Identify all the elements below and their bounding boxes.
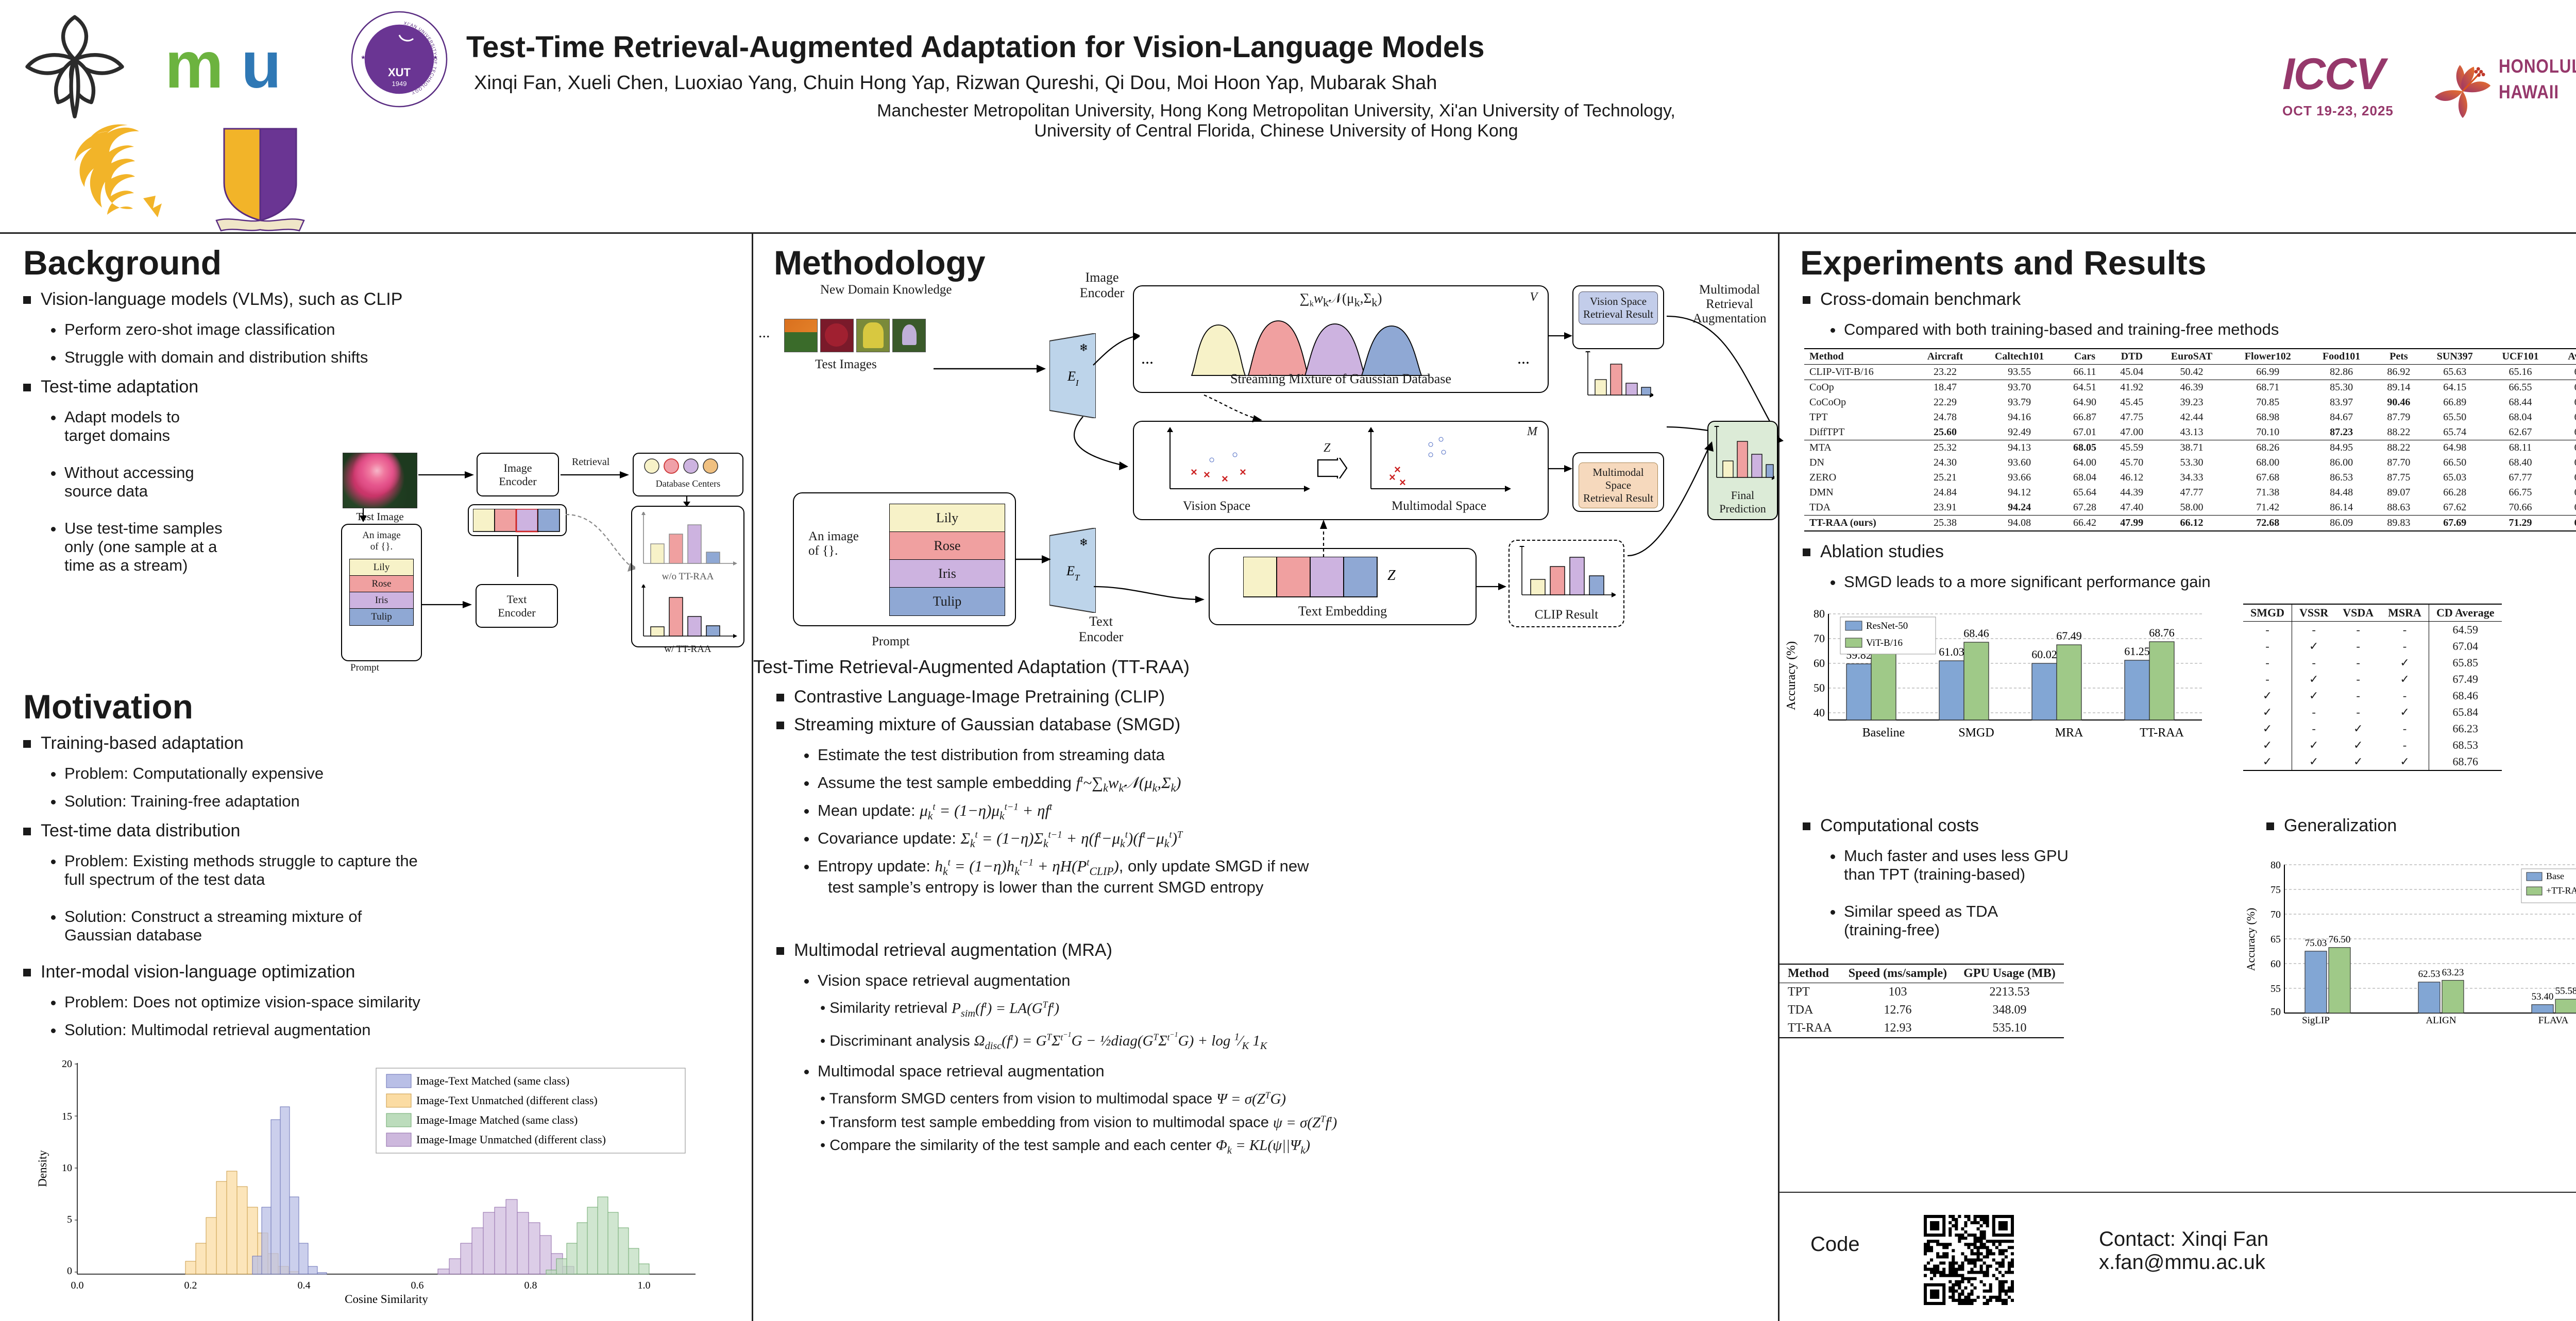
svg-text:61.03: 61.03 [1939, 645, 1964, 658]
svg-text:ViT-B/16: ViT-B/16 [1866, 638, 1903, 648]
svg-text:Image-Image Matched (same clas: Image-Image Matched (same class) [416, 1113, 578, 1126]
svg-text:○: ○ [1209, 454, 1215, 466]
svg-text:ALIGN: ALIGN [2426, 1015, 2456, 1026]
svg-text:50: 50 [2270, 1006, 2281, 1018]
svg-text:×: × [1191, 466, 1197, 478]
svg-text:SigLIP: SigLIP [2302, 1015, 2330, 1026]
svg-text:68.76: 68.76 [2149, 626, 2175, 639]
svg-text:0.8: 0.8 [524, 1280, 537, 1291]
svg-text:Image-Text Unmatched (differen: Image-Text Unmatched (different class) [416, 1094, 598, 1107]
svg-text:○: ○ [1232, 449, 1238, 460]
svg-text:20: 20 [62, 1058, 72, 1070]
svg-text:70: 70 [1814, 632, 1825, 645]
svg-text:MRA: MRA [2055, 726, 2083, 740]
svg-text:×: × [1240, 466, 1246, 478]
svg-text:40: 40 [1814, 706, 1825, 719]
svg-text:...: ... [1517, 349, 1530, 367]
svg-text:75: 75 [2270, 884, 2281, 896]
svg-text:○: ○ [1428, 449, 1434, 460]
svg-text:62.53: 62.53 [2418, 969, 2441, 980]
svg-text:50: 50 [1814, 681, 1825, 694]
svg-text:×: × [1204, 468, 1210, 481]
svg-text:×: × [1394, 463, 1401, 476]
svg-text:55: 55 [2270, 983, 2281, 994]
svg-text:FLAVA: FLAVA [2538, 1015, 2569, 1026]
svg-text:68.46: 68.46 [1963, 627, 1989, 640]
svg-text:Cosine Similarity: Cosine Similarity [345, 1293, 428, 1305]
svg-text:65: 65 [2270, 934, 2281, 945]
svg-text:Density: Density [36, 1150, 49, 1187]
svg-text:76.50: 76.50 [2329, 934, 2351, 945]
svg-text:15: 15 [62, 1111, 72, 1122]
svg-text:+TT-RAA: +TT-RAA [2546, 885, 2576, 896]
svg-text:Image-Text Matched (same class: Image-Text Matched (same class) [416, 1074, 569, 1087]
svg-text:m: m [165, 30, 224, 102]
svg-text:53.40: 53.40 [2532, 991, 2554, 1002]
svg-text:SMGD: SMGD [1958, 726, 1994, 740]
svg-text:Accuracy (%): Accuracy (%) [2244, 908, 2257, 971]
svg-text:1949: 1949 [392, 80, 407, 88]
svg-text:Image-Image Unmatched (differe: Image-Image Unmatched (different class) [416, 1133, 606, 1146]
svg-text:○: ○ [1428, 439, 1434, 450]
svg-text:0.6: 0.6 [411, 1280, 424, 1291]
svg-text:×: × [1222, 472, 1228, 485]
svg-text:60: 60 [2270, 958, 2281, 970]
svg-text:❄: ❄ [1079, 537, 1088, 548]
svg-text:Accuracy (%): Accuracy (%) [1785, 641, 1798, 710]
svg-text:TT-RAA: TT-RAA [2140, 726, 2184, 740]
svg-text:5: 5 [67, 1214, 72, 1225]
svg-text:○: ○ [1438, 434, 1444, 445]
svg-text:★: ★ [361, 55, 366, 61]
svg-text:Z: Z [1387, 568, 1396, 584]
svg-text:80: 80 [2270, 860, 2281, 871]
svg-text:75.03: 75.03 [2305, 938, 2327, 949]
svg-text:Base: Base [2546, 871, 2564, 881]
svg-text:○: ○ [1440, 447, 1447, 458]
svg-text:55.58: 55.58 [2555, 986, 2576, 997]
svg-text:ResNet-50: ResNet-50 [1866, 621, 1908, 631]
svg-text:❄: ❄ [1079, 342, 1088, 354]
svg-text:67.49: 67.49 [2056, 629, 2082, 642]
svg-text:61.25: 61.25 [2124, 645, 2150, 658]
svg-text:0: 0 [67, 1265, 72, 1277]
svg-text:XUT: XUT [388, 66, 411, 79]
svg-text:63.23: 63.23 [2442, 967, 2464, 978]
svg-text:60: 60 [1814, 657, 1825, 670]
svg-text:70: 70 [2270, 909, 2281, 920]
svg-text:...: ... [1141, 349, 1154, 367]
svg-text:0.0: 0.0 [71, 1280, 84, 1291]
svg-text:u: u [241, 30, 281, 102]
svg-text:60.02: 60.02 [2031, 648, 2057, 661]
svg-text:0.2: 0.2 [184, 1280, 197, 1291]
svg-text:×: × [1399, 476, 1406, 489]
svg-text:Baseline: Baseline [1862, 726, 1905, 740]
svg-text:10: 10 [62, 1162, 72, 1174]
svg-text:1.0: 1.0 [638, 1280, 651, 1291]
svg-text:★: ★ [433, 55, 438, 61]
svg-text:80: 80 [1814, 607, 1825, 620]
svg-text:0.4: 0.4 [298, 1280, 311, 1291]
